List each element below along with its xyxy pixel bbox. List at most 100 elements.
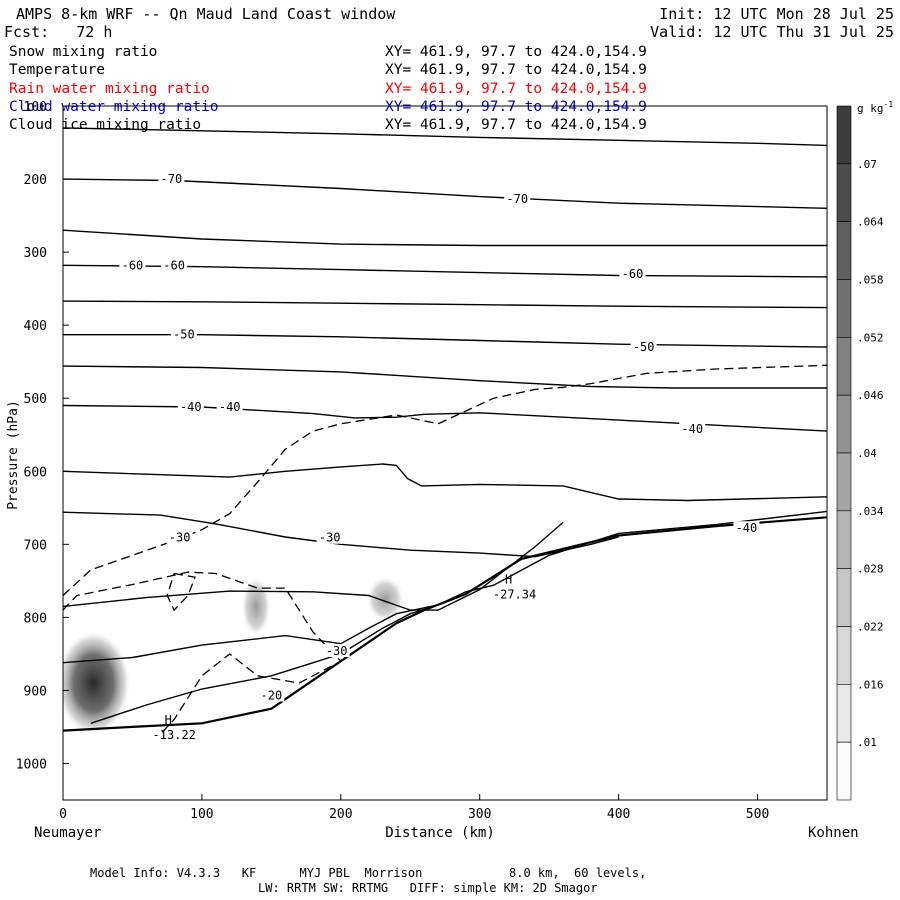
mixing-ratio-shading xyxy=(367,577,404,622)
high-value: -27.34 xyxy=(493,588,536,602)
colorbar-tick-label: .052 xyxy=(857,331,884,344)
y-tick-label: 900 xyxy=(24,684,47,699)
colorbar-unit: g kg-1 xyxy=(857,100,893,115)
contour-label: -30 xyxy=(169,531,191,545)
contour-label-bg xyxy=(216,399,243,413)
contour-label-bg xyxy=(158,172,185,186)
colorbar-tick-label: .058 xyxy=(857,274,884,287)
y-tick-label: 400 xyxy=(24,319,47,334)
contour-label-bg xyxy=(733,521,760,535)
mixing-ratio-shading xyxy=(242,577,270,636)
contour-label-bg xyxy=(177,399,204,413)
contour-label: -50 xyxy=(633,340,655,354)
cloud-ice-contour xyxy=(63,364,827,596)
field-xy: XY= 461.9, 97.7 to 424.0,154.9 xyxy=(385,117,647,133)
colorbar-swatch xyxy=(836,279,852,338)
contour-label-bg xyxy=(258,688,285,702)
high-marker: H xyxy=(505,573,512,587)
contour-label: -30 xyxy=(326,644,348,658)
contour-label-bg xyxy=(323,643,350,657)
contour-label: -70 xyxy=(161,172,183,186)
high-value: -13.22 xyxy=(153,728,196,742)
temperature-contour xyxy=(63,404,827,432)
y-tick-label: 600 xyxy=(24,465,47,480)
cloud-ice-contour xyxy=(63,571,342,735)
field-name: Snow mixing ratio xyxy=(9,44,158,60)
temperature-contour xyxy=(63,510,827,664)
temperature-contour xyxy=(63,463,827,502)
field-xy: XY= 461.9, 97.7 to 424.0,154.9 xyxy=(385,44,647,60)
x-end-label: Kohnen xyxy=(808,825,859,841)
temperature-contour xyxy=(63,300,827,309)
contour-label: -70 xyxy=(506,192,528,206)
field-name: Temperature xyxy=(9,62,106,78)
contour-label: -60 xyxy=(622,267,644,281)
chart-title: AMPS 8-km WRF -- Qn Maud Land Coast wind… xyxy=(16,5,396,23)
contour-label: -60 xyxy=(122,258,144,272)
contour-label: -50 xyxy=(173,328,195,342)
contour-label-bg xyxy=(630,340,657,354)
colorbar-swatch xyxy=(836,337,852,396)
contour-label-bg xyxy=(170,327,197,341)
contour-label-bg xyxy=(619,267,646,281)
x-tick-label: 100 xyxy=(190,807,213,822)
field-name: Rain water mixing ratio xyxy=(9,81,210,97)
x-tick-label: 0 xyxy=(59,807,67,822)
x-tick-label: 200 xyxy=(329,807,352,822)
contour-label-bg xyxy=(504,191,531,205)
temperature-contour xyxy=(63,178,827,209)
colorbar-swatch xyxy=(836,741,852,801)
temperature-contour xyxy=(63,127,827,147)
init-time: Init: 12 UTC Mon 28 Jul 25 xyxy=(659,5,894,23)
forecast-hours: Fcst: 72 h xyxy=(4,23,113,41)
colorbar-tick-label: .034 xyxy=(857,505,884,518)
contour-label: -40 xyxy=(180,400,202,414)
field-xy: XY= 461.9, 97.7 to 424.0,154.9 xyxy=(385,99,647,115)
colorbar-tick-label: .016 xyxy=(857,678,884,691)
y-tick-label: 300 xyxy=(24,246,47,261)
x-tick-label: 400 xyxy=(607,807,630,822)
x-start-label: Neumayer xyxy=(34,825,101,841)
colorbar-unit-exponent: -1 xyxy=(884,100,894,109)
y-tick-label: 700 xyxy=(24,538,47,553)
high-marker: H xyxy=(165,713,172,727)
colorbar-swatch xyxy=(836,105,852,165)
field-xy: XY= 461.9, 97.7 to 424.0,154.9 xyxy=(385,62,647,78)
model-physics: LW: RRTM SW: RRTMG DIFF: simple KM: 2D S… xyxy=(258,881,598,895)
temperature-contour xyxy=(63,516,827,732)
field-xy: XY= 461.9, 97.7 to 424.0,154.9 xyxy=(385,81,647,97)
y-tick-label: 200 xyxy=(24,173,47,188)
valid-time: Valid: 12 UTC Thu 31 Jul 25 xyxy=(650,23,894,41)
temperature-contour xyxy=(63,521,564,611)
colorbar-swatch xyxy=(836,510,852,569)
contour-label-bg xyxy=(679,421,706,435)
contour-label: -20 xyxy=(261,689,283,703)
colorbar-swatch xyxy=(836,394,852,454)
colorbar-swatch xyxy=(836,626,852,685)
colorbar-tick-label: .04 xyxy=(857,447,877,460)
colorbar-tick-label: .028 xyxy=(857,563,884,576)
colorbar-swatch xyxy=(836,163,852,222)
contour-label: -60 xyxy=(163,258,185,272)
colorbar-tick-label: .064 xyxy=(857,216,884,229)
colorbar-swatch xyxy=(836,684,852,743)
x-tick-label: 500 xyxy=(746,807,769,822)
colorbar-swatch xyxy=(836,568,852,627)
colorbar-tick-label: .046 xyxy=(857,389,884,402)
model-info: Model Info: V4.3.3 KF MYJ PBL Morrison 8… xyxy=(90,866,647,880)
x-axis-label: Distance (km) xyxy=(385,825,495,841)
temperature-contour xyxy=(63,365,827,389)
contour-label-bg xyxy=(161,258,188,272)
colorbar-swatch xyxy=(836,452,852,512)
contour-label: -30 xyxy=(319,531,341,545)
contour-label: -40 xyxy=(736,521,758,535)
colorbar-unit-base: g kg xyxy=(857,102,884,115)
plot-frame xyxy=(62,105,828,801)
x-tick-label: 300 xyxy=(468,807,491,822)
colorbar-tick-label: .022 xyxy=(857,621,884,634)
colorbar-tick-label: .07 xyxy=(857,158,877,171)
temperature-contour xyxy=(63,229,827,247)
contour-label-bg xyxy=(166,530,193,544)
field-name: Cloud water mixing ratio xyxy=(9,99,219,115)
